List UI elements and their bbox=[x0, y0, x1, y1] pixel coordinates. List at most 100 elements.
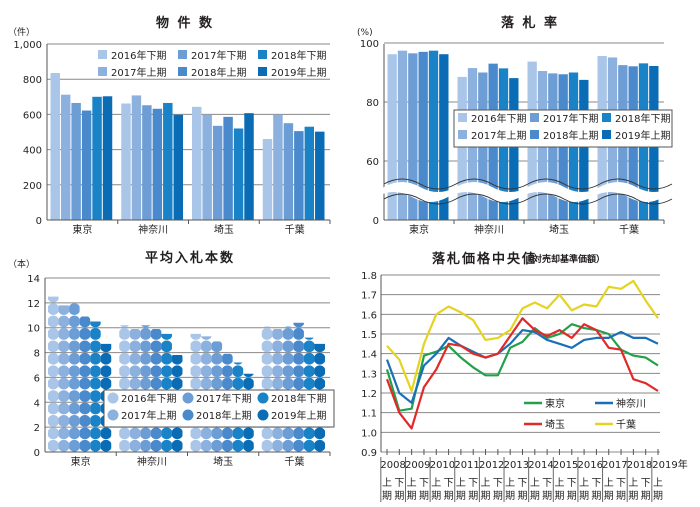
y-tick-label: 1.4 bbox=[361, 350, 377, 361]
legend-label: 埼玉 bbox=[545, 418, 565, 431]
pictograph-circle bbox=[58, 427, 70, 440]
x-half-label: 下 bbox=[616, 478, 626, 489]
category-label: 神奈川 bbox=[138, 223, 168, 236]
x-half-label: 下 bbox=[518, 478, 528, 489]
pictograph-circle bbox=[161, 439, 172, 452]
pictograph-circle bbox=[48, 415, 59, 427]
y-tick-label: 1.0 bbox=[361, 428, 377, 439]
pictograph-circle bbox=[303, 427, 315, 440]
y-tick-label: 1.2 bbox=[361, 389, 377, 400]
y-tick-label: 400 bbox=[23, 146, 42, 157]
pictograph-circle bbox=[293, 322, 304, 328]
pictograph-circle bbox=[190, 316, 202, 328]
x-period-label: 期 bbox=[554, 490, 564, 502]
y-tick-label: 100 bbox=[360, 39, 379, 50]
pictograph-circle bbox=[282, 340, 294, 353]
x-half-label: 下 bbox=[542, 478, 552, 489]
pictograph-circle bbox=[150, 439, 162, 452]
category-label: 東京 bbox=[409, 223, 429, 236]
pictograph-circle bbox=[100, 427, 112, 440]
pictograph-circle bbox=[282, 439, 294, 452]
bar-東京-2017年上期 bbox=[397, 50, 408, 220]
pictograph-circle bbox=[48, 328, 59, 340]
legend-label: 2018年上期 bbox=[543, 129, 598, 142]
pictograph-circle bbox=[150, 328, 162, 340]
x-half-label: 上 bbox=[604, 477, 614, 489]
y-tick-label: 800 bbox=[23, 75, 42, 86]
chart1-title: 物 件 数 bbox=[156, 15, 214, 31]
pictograph-circle bbox=[293, 377, 304, 390]
pictograph-circle bbox=[47, 278, 59, 290]
pictograph-circle bbox=[48, 296, 59, 303]
pictograph-circle bbox=[272, 316, 284, 328]
pictograph-circle bbox=[171, 365, 183, 378]
pictograph-circle bbox=[79, 415, 91, 427]
legend-swatch bbox=[182, 409, 194, 421]
x-period-label: 期 bbox=[641, 490, 651, 502]
x-half-label: 上 bbox=[554, 477, 564, 489]
pictograph-circle bbox=[161, 316, 173, 328]
pictograph-circle bbox=[90, 303, 102, 315]
bar-東京-2017年下期 bbox=[71, 102, 81, 220]
legend-label: 2016年下期 bbox=[121, 392, 176, 405]
legend-label: 東京 bbox=[545, 397, 565, 410]
pictograph-circle bbox=[90, 415, 101, 427]
pictograph-circle bbox=[222, 353, 233, 365]
pictograph-circle bbox=[79, 352, 91, 365]
bar-埼玉-2018年上期 bbox=[223, 116, 233, 220]
pictograph-circle bbox=[58, 402, 70, 415]
x-period-label: 期 bbox=[505, 490, 515, 502]
bar-千葉-2017年下期 bbox=[283, 123, 294, 220]
chart1-plot: 0 200 400 600 800 1,000 東京 神奈川 埼玉 千葉 2016年下期 2017年下… bbox=[13, 40, 331, 236]
pictograph-circle bbox=[201, 427, 212, 440]
bar-東京-2016年下期 bbox=[47, 278, 59, 452]
y-tick-label: 4 bbox=[34, 398, 40, 409]
legend-swatch bbox=[257, 392, 269, 404]
pictograph-circle bbox=[293, 340, 304, 353]
pictograph-circle bbox=[261, 303, 273, 315]
pictograph-circle bbox=[119, 325, 130, 328]
pictograph-circle bbox=[140, 352, 151, 365]
x-half-label: 下 bbox=[493, 478, 503, 489]
pictograph-circle bbox=[69, 365, 80, 378]
bar-神奈川-2016年下期 bbox=[457, 76, 467, 220]
pictograph-circle bbox=[314, 352, 326, 365]
y-tick-label: 200 bbox=[23, 181, 42, 192]
y-tick-label: 0 bbox=[373, 216, 379, 227]
category-label: 埼玉 bbox=[213, 455, 233, 468]
x-period-label: 期 bbox=[394, 490, 404, 502]
x-half-label: 上 bbox=[579, 477, 589, 489]
pictograph-circle bbox=[48, 390, 59, 402]
pictograph-circle bbox=[190, 377, 202, 390]
x-year-label: 2018 bbox=[627, 460, 652, 471]
pictograph-circle bbox=[190, 427, 202, 440]
legend-label: 2016年下期 bbox=[111, 49, 166, 62]
category-label: 東京 bbox=[71, 455, 91, 468]
pictograph-circle bbox=[282, 328, 294, 340]
pictograph-circle bbox=[200, 316, 212, 328]
legend-label: 2017年下期 bbox=[191, 49, 246, 62]
pictograph-circle bbox=[58, 305, 70, 315]
pictograph-circle bbox=[314, 328, 326, 340]
y-tick-label: 0.9 bbox=[361, 448, 377, 459]
pictograph-circle bbox=[272, 328, 283, 340]
x-year-label: 2010 bbox=[430, 460, 455, 471]
pictograph-circle bbox=[129, 377, 141, 390]
pictograph-circle bbox=[243, 439, 254, 452]
x-period-label: 期 bbox=[518, 490, 528, 502]
pictograph-circle bbox=[293, 352, 304, 365]
legend-swatch bbox=[257, 409, 269, 421]
pictograph-circle bbox=[222, 439, 233, 452]
pictograph-circle bbox=[282, 365, 294, 378]
legend-label: 2017年上期 bbox=[471, 129, 526, 142]
x-period-label: 期 bbox=[382, 490, 392, 502]
pictograph-circle bbox=[79, 365, 91, 378]
pictograph-circle bbox=[232, 439, 244, 452]
y-tick-label: 6 bbox=[34, 373, 40, 384]
x-half-label: 下 bbox=[444, 478, 454, 489]
pictograph-circle bbox=[141, 325, 151, 328]
legend-swatch bbox=[178, 67, 187, 76]
bar-千葉-2018年上期 bbox=[294, 131, 304, 220]
category-label: 千葉 bbox=[285, 223, 305, 236]
pictograph-circle bbox=[69, 439, 80, 452]
